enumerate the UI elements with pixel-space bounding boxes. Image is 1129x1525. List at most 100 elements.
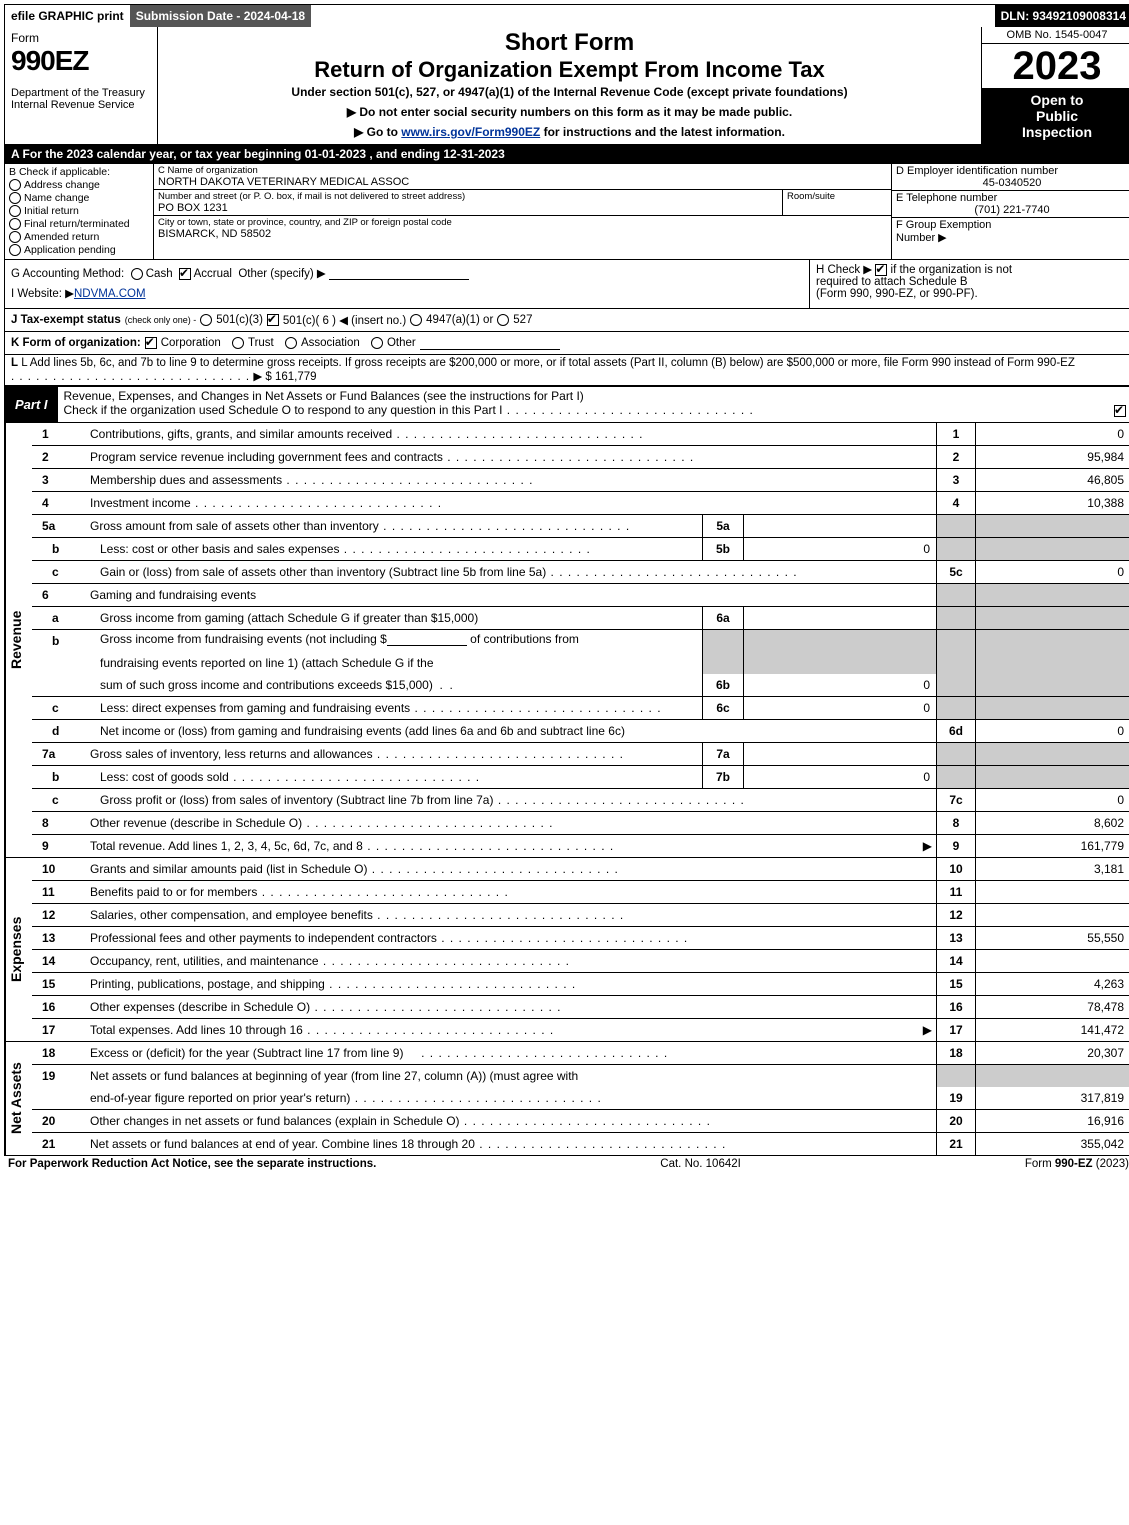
subtitle: Under section 501(c), 527, or 4947(a)(1)… bbox=[164, 85, 975, 99]
note-ssn: ▶ Do not enter social security numbers o… bbox=[164, 105, 975, 119]
chk-corp[interactable] bbox=[145, 337, 157, 349]
submission-date: Submission Date - 2024-04-18 bbox=[130, 5, 311, 27]
title-return: Return of Organization Exempt From Incom… bbox=[164, 57, 975, 83]
r15-d: Printing, publications, postage, and shi… bbox=[90, 977, 325, 991]
r6c-d: Less: direct expenses from gaming and fu… bbox=[100, 701, 410, 715]
footer-mid: Cat. No. 10642I bbox=[660, 1158, 741, 1170]
r18-v: 20,307 bbox=[976, 1042, 1129, 1064]
r18-d: Excess or (deficit) for the year (Subtra… bbox=[90, 1046, 403, 1060]
chk-4947[interactable] bbox=[410, 314, 422, 326]
r3-d: Membership dues and assessments bbox=[90, 473, 282, 487]
org-street: PO BOX 1231 bbox=[158, 202, 778, 214]
section-g: G Accounting Method: Cash Accrual Other … bbox=[5, 260, 809, 308]
chk-h[interactable] bbox=[875, 264, 887, 276]
b-label: Check if applicable: bbox=[19, 166, 110, 178]
chk-cash[interactable] bbox=[131, 268, 143, 280]
gh-row: G Accounting Method: Cash Accrual Other … bbox=[5, 260, 1129, 309]
g-other-blank[interactable] bbox=[329, 267, 469, 280]
l-value: 161,779 bbox=[275, 371, 317, 383]
r4-v: 10,388 bbox=[976, 492, 1129, 514]
chk-final-return[interactable] bbox=[9, 218, 21, 230]
j-o4: 527 bbox=[513, 314, 532, 326]
open-3: Inspection bbox=[984, 124, 1129, 140]
f-label2: Number ▶ bbox=[896, 232, 947, 244]
website-link[interactable]: NDVMA.COM bbox=[74, 288, 146, 300]
goto-pre: ▶ Go to bbox=[354, 125, 401, 139]
chk-501c3[interactable] bbox=[200, 314, 212, 326]
c-street-label: Number and street (or P. O. box, if mail… bbox=[158, 191, 778, 202]
r16-v: 78,478 bbox=[976, 996, 1129, 1018]
chk-schedule-o[interactable] bbox=[1114, 405, 1126, 417]
r12-d: Salaries, other compensation, and employ… bbox=[90, 908, 373, 922]
opt-initial-return: Initial return bbox=[24, 205, 79, 217]
r11-d: Benefits paid to or for members bbox=[90, 885, 257, 899]
chk-name-change[interactable] bbox=[9, 192, 21, 204]
r2-d: Program service revenue including govern… bbox=[90, 450, 443, 464]
chk-address-change[interactable] bbox=[9, 179, 21, 191]
note-goto: ▶ Go to www.irs.gov/Form990EZ for instru… bbox=[164, 125, 975, 139]
part1-check-line: Check if the organization used Schedule … bbox=[64, 403, 503, 417]
h-line3: (Form 990, 990-EZ, or 990-PF). bbox=[816, 288, 1126, 300]
r13-v: 55,550 bbox=[976, 927, 1129, 949]
chk-accrual[interactable] bbox=[179, 268, 191, 280]
expenses-block: Expenses 10Grants and similar amounts pa… bbox=[5, 858, 1129, 1042]
header-right: OMB No. 1545-0047 2023 Open to Public In… bbox=[981, 27, 1129, 144]
r1-d: Contributions, gifts, grants, and simila… bbox=[90, 427, 392, 441]
g-accrual: Accrual bbox=[194, 268, 232, 280]
chk-trust[interactable] bbox=[232, 337, 244, 349]
footer-right-form: 990-EZ bbox=[1055, 1158, 1093, 1170]
chk-527[interactable] bbox=[497, 314, 509, 326]
r7b-sv: 0 bbox=[744, 766, 936, 788]
r6a-sv bbox=[744, 607, 936, 629]
part1-label: Part I bbox=[5, 394, 58, 415]
r7c-d: Gross profit or (loss) from sales of inv… bbox=[100, 793, 493, 807]
open-1: Open to bbox=[984, 92, 1129, 108]
chk-other-org[interactable] bbox=[371, 337, 383, 349]
c-room-label: Room/suite bbox=[787, 191, 887, 202]
form-container: efile GRAPHIC print Submission Date - 20… bbox=[4, 4, 1129, 1156]
r8-d: Other revenue (describe in Schedule O) bbox=[90, 816, 302, 830]
chk-amended-return[interactable] bbox=[9, 231, 21, 243]
r5a-d: Gross amount from sale of assets other t… bbox=[90, 519, 379, 533]
netassets-rows: 18Excess or (deficit) for the year (Subt… bbox=[32, 1042, 1129, 1155]
r6b-blank[interactable] bbox=[387, 633, 467, 646]
r17-v: 141,472 bbox=[976, 1019, 1129, 1041]
revenue-side-label: Revenue bbox=[5, 423, 32, 857]
k-o4: Other bbox=[387, 337, 416, 349]
r6b-l2: fundraising events reported on line 1) (… bbox=[96, 652, 702, 674]
efile-label[interactable]: efile GRAPHIC print bbox=[5, 5, 130, 27]
r6-d: Gaming and fundraising events bbox=[86, 584, 936, 606]
chk-initial-return[interactable] bbox=[9, 205, 21, 217]
r6b-mid: of contributions from bbox=[470, 632, 579, 646]
header-mid: Short Form Return of Organization Exempt… bbox=[158, 27, 981, 144]
netassets-block: Net Assets 18Excess or (deficit) for the… bbox=[5, 1042, 1129, 1155]
org-name: NORTH DAKOTA VETERINARY MEDICAL ASSOC bbox=[158, 176, 887, 188]
chk-assoc[interactable] bbox=[285, 337, 297, 349]
goto-post: for instructions and the latest informat… bbox=[540, 125, 785, 139]
j-o3: 4947(a)(1) or bbox=[426, 314, 493, 326]
revenue-block: Revenue 1Contributions, gifts, grants, a… bbox=[5, 423, 1129, 858]
chk-501c[interactable] bbox=[267, 314, 279, 326]
r14-v bbox=[976, 950, 1129, 972]
phone-value: (701) 221-7740 bbox=[896, 204, 1128, 216]
r6b-pre: Gross income from fundraising events (no… bbox=[100, 632, 387, 646]
opt-amended-return: Amended return bbox=[24, 231, 99, 243]
irs-link[interactable]: www.irs.gov/Form990EZ bbox=[401, 125, 540, 139]
r19-d2: end-of-year figure reported on prior yea… bbox=[90, 1091, 350, 1105]
form-header: Form 990EZ Department of the Treasury In… bbox=[5, 27, 1129, 145]
j-label: J Tax-exempt status bbox=[11, 314, 121, 326]
r16-d: Other expenses (describe in Schedule O) bbox=[90, 1000, 310, 1014]
g-cash: Cash bbox=[146, 268, 173, 280]
k-other-blank[interactable] bbox=[420, 337, 560, 350]
r1-v: 0 bbox=[976, 423, 1129, 445]
r12-v bbox=[976, 904, 1129, 926]
opt-name-change: Name change bbox=[24, 192, 89, 204]
i-label: I Website: ▶ bbox=[11, 288, 74, 300]
section-j: J Tax-exempt status (check only one) - 5… bbox=[5, 309, 1129, 332]
r9-d2: Add lines 1, 2, 3, 4, 5c, 6d, 7c, and 8 bbox=[168, 839, 363, 853]
footer-left: For Paperwork Reduction Act Notice, see … bbox=[8, 1158, 376, 1170]
r20-v: 16,916 bbox=[976, 1110, 1129, 1132]
r11-v bbox=[976, 881, 1129, 903]
chk-application-pending[interactable] bbox=[9, 244, 21, 256]
r19-d: Net assets or fund balances at beginning… bbox=[86, 1065, 936, 1087]
